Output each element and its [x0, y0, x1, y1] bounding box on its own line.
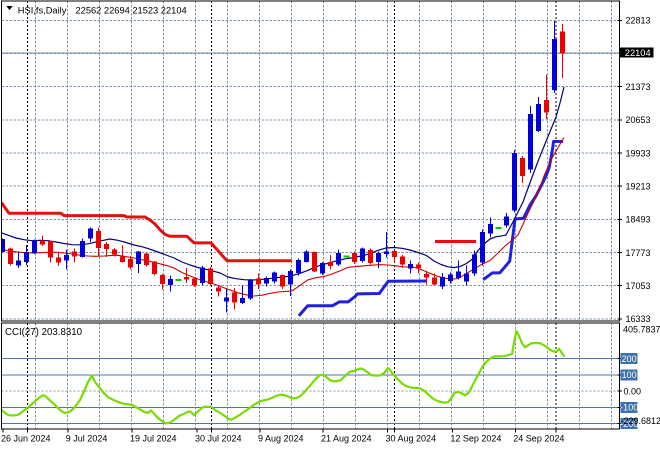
svg-text:19933: 19933: [626, 148, 651, 158]
svg-text:100: 100: [622, 370, 637, 380]
svg-text:26 Jun 2024: 26 Jun 2024: [1, 433, 51, 443]
svg-text:CCI(27) 203.8310: CCI(27) 203.8310: [5, 327, 83, 338]
svg-text:19 Jul 2024: 19 Jul 2024: [130, 433, 177, 443]
svg-text:9 Aug 2024: 9 Aug 2024: [258, 433, 304, 443]
svg-text:30 Aug 2024: 30 Aug 2024: [386, 433, 437, 443]
svg-text:19213: 19213: [626, 181, 651, 191]
svg-text:-200: -200: [620, 419, 638, 429]
svg-text:12 Sep 2024: 12 Sep 2024: [450, 433, 501, 443]
svg-text:0.00: 0.00: [624, 387, 642, 397]
svg-text:20653: 20653: [626, 115, 651, 125]
svg-text:22813: 22813: [626, 16, 651, 26]
svg-text:18493: 18493: [626, 215, 651, 225]
svg-text:30 Jul 2024: 30 Jul 2024: [195, 433, 242, 443]
svg-text:405.7837: 405.7837: [623, 325, 660, 335]
svg-text:200: 200: [622, 354, 637, 364]
svg-text:21373: 21373: [626, 82, 651, 92]
svg-text:22562 22694 21523 22104: 22562 22694 21523 22104: [76, 6, 187, 16]
svg-text:24 Sep 2024: 24 Sep 2024: [513, 433, 564, 443]
svg-text:-229.6812: -229.6812: [621, 416, 660, 426]
svg-text:17053: 17053: [626, 281, 651, 291]
svg-text:9 Jul 2024: 9 Jul 2024: [66, 433, 108, 443]
svg-text:21 Aug 2024: 21 Aug 2024: [321, 433, 372, 443]
svg-text:16333: 16333: [626, 314, 651, 324]
svg-text:22104: 22104: [625, 48, 651, 58]
svg-text:HSI,fs,Daily: HSI,fs,Daily: [18, 6, 67, 16]
svg-text:-100: -100: [620, 403, 638, 413]
svg-text:17773: 17773: [626, 248, 651, 258]
